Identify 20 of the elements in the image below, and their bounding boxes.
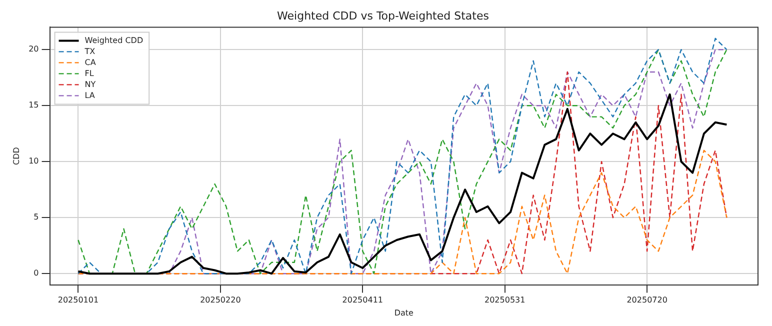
y-tick-label: 0 <box>34 268 39 278</box>
legend-label: NY <box>84 80 96 89</box>
y-tick-label: 10 <box>28 156 39 166</box>
y-tick-label: 20 <box>28 44 39 54</box>
y-axis-title: CDD <box>12 147 21 165</box>
x-tick-label: 20250720 <box>626 296 668 305</box>
x-tick-label: 20250531 <box>484 296 526 305</box>
legend-label: Weighted CDD <box>84 36 144 45</box>
legend-label: FL <box>84 68 94 78</box>
y-tick-label: 5 <box>34 212 39 222</box>
x-tick-label: 20250101 <box>58 296 99 305</box>
line-series <box>78 150 728 274</box>
x-axis-title: Date <box>394 308 414 318</box>
y-tick-label: 15 <box>28 100 39 110</box>
x-tick-label: 20250411 <box>342 296 384 305</box>
chart-title: Weighted CDD vs Top-Weighted States <box>277 9 490 22</box>
legend-label: LA <box>84 90 96 100</box>
legend-label: TX <box>84 46 96 56</box>
x-tick-label: 20250220 <box>200 296 241 305</box>
legend-label: CA <box>84 58 96 67</box>
